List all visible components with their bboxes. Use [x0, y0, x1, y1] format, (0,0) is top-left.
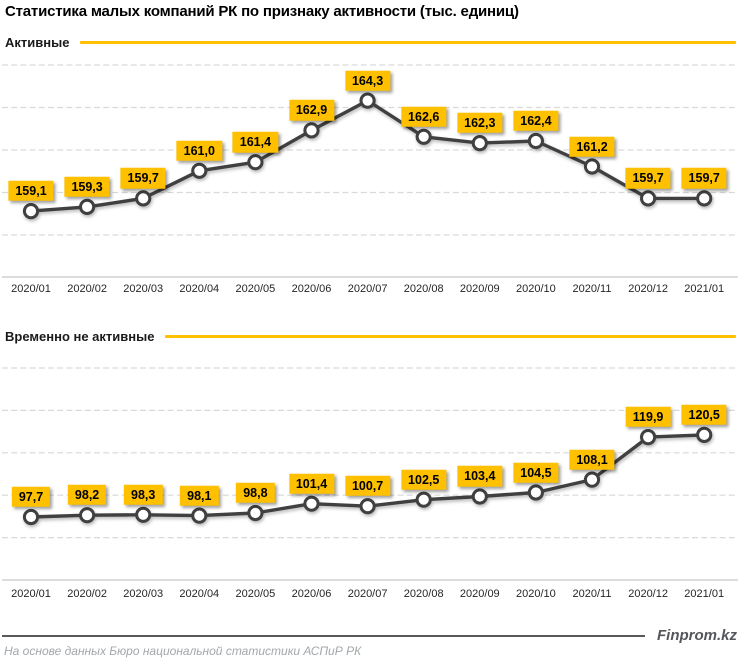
- section-rule-temporarily-inactive: [165, 334, 736, 338]
- footer-divider-line: [2, 635, 645, 637]
- data-point-marker: [247, 504, 264, 522]
- section-rule-active: [80, 40, 736, 44]
- data-point-marker: [471, 488, 488, 505]
- source-note: На основе данных Бюро национальной стати…: [4, 644, 362, 658]
- data-point-marker: [135, 190, 152, 207]
- data-point-marker: [191, 507, 208, 524]
- data-point-marker: [135, 506, 152, 523]
- data-point-marker: [640, 429, 657, 446]
- data-point-marker: [79, 198, 96, 215]
- section-header-temporarily-inactive: Временно не активные: [5, 328, 736, 344]
- section-label-temporarily-inactive: Временно не активные: [5, 328, 155, 344]
- data-point-marker: [22, 203, 40, 220]
- data-point-marker: [359, 498, 376, 515]
- data-point-marker: [527, 132, 545, 150]
- section-header-active: Активные: [5, 34, 736, 50]
- data-point-marker: [471, 135, 488, 152]
- section-label-active: Активные: [5, 34, 70, 50]
- series-line-active: [30, 98, 705, 213]
- data-point-marker: [303, 495, 320, 512]
- series-active: [22, 92, 713, 220]
- data-point-marker: [583, 158, 601, 175]
- data-point-marker: [22, 508, 40, 526]
- data-point-marker: [415, 491, 432, 508]
- data-point-marker: [359, 92, 376, 109]
- data-point-marker: [247, 154, 264, 171]
- data-point-marker: [696, 426, 713, 443]
- brand-watermark: Finprom.kz: [656, 627, 737, 644]
- chart-active: [2, 64, 738, 278]
- data-point-marker: [527, 484, 545, 501]
- data-point-marker: [191, 162, 208, 179]
- data-point-marker: [79, 507, 96, 524]
- data-point-marker: [583, 471, 601, 488]
- data-point-marker: [640, 190, 657, 207]
- data-point-marker: [303, 122, 320, 139]
- page-title: Статистика малых компаний РК по признаку…: [5, 3, 519, 20]
- series-temporarily-inactive: [22, 426, 713, 526]
- data-point-marker: [696, 190, 713, 207]
- data-point-marker: [415, 128, 432, 145]
- chart-temporarily-inactive: [2, 367, 738, 581]
